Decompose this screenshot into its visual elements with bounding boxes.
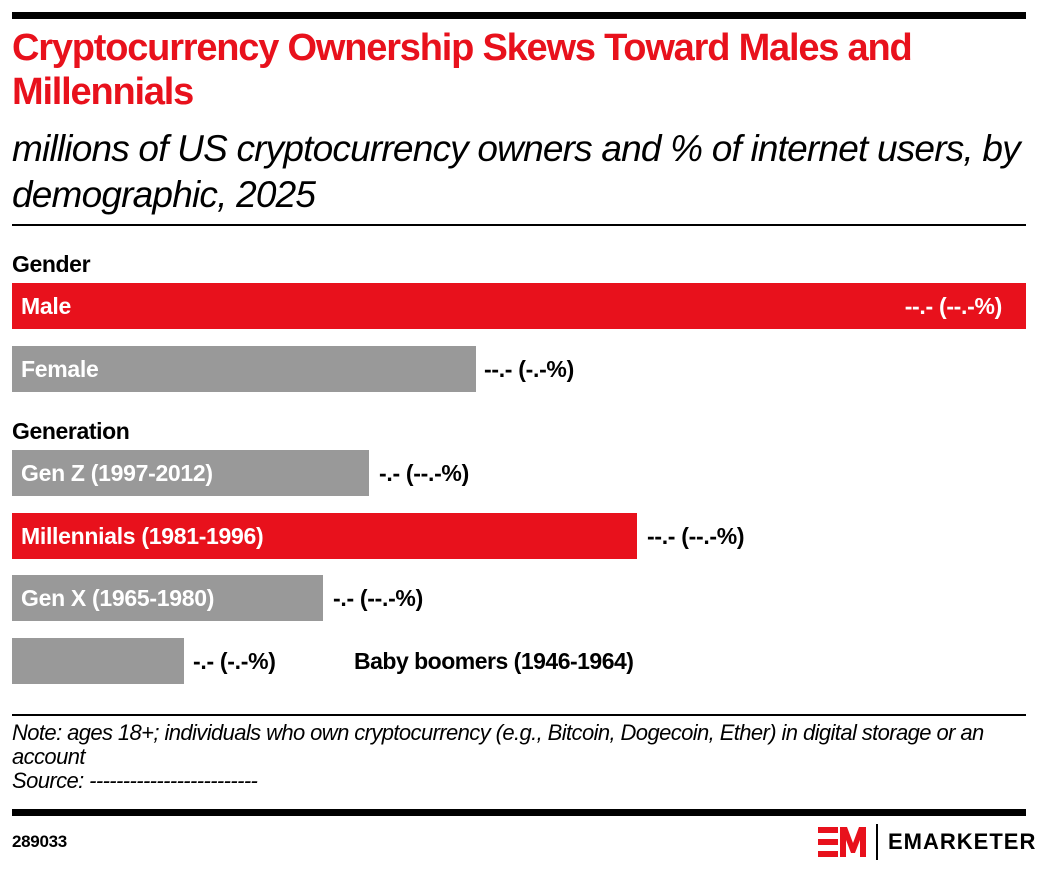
- bar-gen-x: Gen X (1965-1980) -.- (--.-%): [12, 575, 423, 621]
- bar-label: Female: [21, 356, 99, 382]
- section-label-generation: Generation: [12, 418, 130, 444]
- section-label-gender: Gender: [12, 251, 91, 277]
- bar-value: -.- (--.-%): [379, 460, 469, 486]
- note-text: Note: ages 18+; individuals who own cryp…: [12, 720, 984, 769]
- footer-divider: [12, 714, 1026, 716]
- bar-value: -.- (-.-%): [193, 648, 276, 674]
- bar-female: Female --.- (-.-%): [12, 346, 574, 392]
- bar-male: Male --.- (--.-%): [12, 283, 1026, 329]
- bar-label: Millennials (1981-1996): [21, 523, 264, 549]
- bar-value: --.- (--.-%): [904, 293, 1003, 319]
- top-rule: [12, 12, 1026, 19]
- bar-gen-z: Gen Z (1997-2012) -.- (--.-%): [12, 450, 469, 496]
- em-logo-icon: [818, 827, 866, 857]
- bar-baby-boomers: -.- (-.-%): [12, 638, 276, 684]
- source-text: Source: -------------------------: [12, 768, 258, 793]
- bar-value: --.- (-.-%): [484, 356, 574, 382]
- chart-id: 289033: [12, 832, 67, 851]
- bottom-rule: [12, 809, 1026, 816]
- bar-millennials: Millennials (1981-1996) --.- (--.-%): [12, 513, 745, 559]
- logo-text: EMARKETER: [888, 829, 1037, 854]
- bar-label: Male: [21, 293, 71, 319]
- chart-subtitle: millions of US cryptocurrency owners and…: [12, 128, 1021, 215]
- bar-label-baby-boomers: Baby boomers (1946-1964): [354, 648, 634, 674]
- emarketer-logo: EMARKETER: [818, 824, 1036, 860]
- header-divider: [12, 224, 1026, 226]
- chart-title: Cryptocurrency Ownership Skews Toward Ma…: [12, 27, 913, 113]
- bar-label: Gen Z (1997-2012): [21, 460, 213, 486]
- bar-label: Gen X (1965-1980): [21, 585, 215, 611]
- bar-value: --.- (--.-%): [647, 523, 745, 549]
- footnote: Note: ages 18+; individuals who own cryp…: [12, 721, 1026, 793]
- bar-value: -.- (--.-%): [333, 585, 423, 611]
- logo-divider: [876, 824, 878, 860]
